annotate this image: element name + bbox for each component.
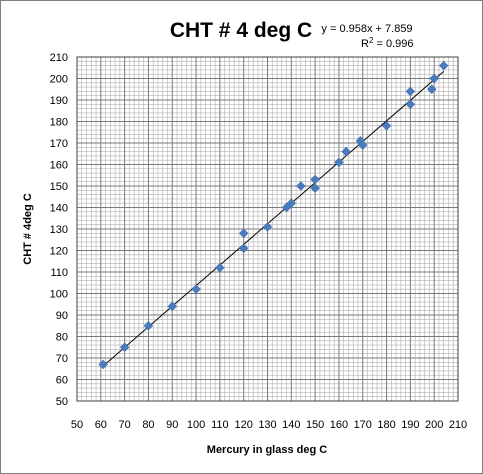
y-tick-label: 70 (56, 353, 68, 365)
y-tick-label: 130 (50, 224, 68, 236)
x-tick-label: 190 (401, 419, 419, 431)
y-tick-label: 200 (50, 74, 68, 86)
data-point (295, 181, 306, 191)
x-tick-label: 80 (142, 419, 154, 431)
x-axis-title: Mercury in glass deg C (207, 444, 327, 456)
y-tick-label: 150 (50, 181, 68, 193)
r2-suffix: = 0.996 (373, 38, 413, 50)
y-tick-label: 140 (50, 203, 68, 215)
data-point (426, 84, 437, 95)
x-axis-tick-labels: 50 60 70 80 90 100 110 120 130 140 150 160 170 180 190… (71, 419, 467, 431)
x-tick-label: 180 (377, 419, 395, 431)
r2-prefix: R (361, 38, 369, 50)
x-tick-label: 160 (330, 419, 348, 431)
y-tick-label: 210 (50, 52, 68, 64)
r2-exponent: 2 (369, 36, 374, 45)
trendline-r-squared: R2 = 0.996 (361, 36, 413, 50)
data-point (357, 140, 368, 151)
data-point (341, 146, 351, 157)
data-point (381, 120, 392, 131)
y-tick-label: 50 (56, 396, 68, 408)
y-tick-label: 80 (56, 332, 68, 344)
data-point (405, 99, 416, 110)
trendline (102, 71, 445, 367)
data-point (438, 60, 449, 71)
x-tick-label: 110 (211, 419, 229, 431)
data-points (98, 60, 449, 370)
data-point (334, 157, 344, 168)
y-tick-label: 120 (50, 246, 68, 258)
y-tick-label: 170 (50, 138, 68, 150)
x-tick-label: 210 (449, 419, 467, 431)
x-tick-label: 200 (425, 419, 443, 431)
y-tick-label: 100 (50, 289, 68, 301)
y-tick-label: 60 (56, 375, 68, 387)
data-point (310, 183, 320, 194)
y-tick-label: 160 (50, 160, 68, 172)
plot-area-border (76, 56, 459, 402)
x-tick-label: 170 (354, 419, 372, 431)
x-tick-label: 140 (282, 419, 300, 431)
x-tick-label: 60 (95, 419, 107, 431)
data-point (286, 198, 297, 209)
data-point (119, 342, 130, 353)
data-point (167, 301, 178, 312)
y-axis-tick-labels: 50 60 70 80 90 100 110 120 130 140 150 160 170 180 190… (50, 52, 68, 408)
data-point (191, 284, 201, 295)
y-tick-label: 90 (56, 310, 68, 322)
x-tick-label: 120 (235, 419, 253, 431)
data-point (215, 262, 225, 273)
data-point (262, 221, 273, 232)
data-point (238, 243, 249, 254)
chart-title: CHT # 4 deg C (170, 19, 312, 42)
data-point (429, 73, 440, 84)
y-axis-title: CHT # 4deg C (22, 193, 34, 265)
x-tick-label: 50 (71, 419, 83, 431)
x-tick-label: 70 (119, 419, 131, 431)
data-point (238, 228, 249, 239)
data-point (143, 320, 154, 331)
data-point (310, 174, 320, 185)
y-tick-label: 180 (50, 117, 68, 129)
x-tick-label: 100 (187, 419, 205, 431)
x-tick-label: 130 (258, 419, 276, 431)
data-point (405, 86, 416, 97)
trendline-equation: y = 0.958x + 7.859 (321, 23, 412, 35)
y-tick-label: 190 (50, 95, 68, 107)
x-tick-label: 150 (306, 419, 324, 431)
data-point (98, 359, 109, 370)
x-tick-label: 90 (166, 419, 178, 431)
y-tick-label: 110 (50, 267, 68, 279)
